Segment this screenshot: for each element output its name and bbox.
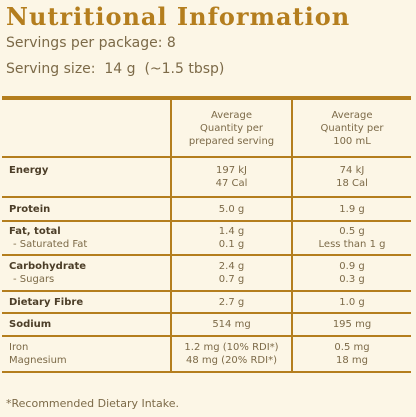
servings-per-package: Servings per package: 8 [6,35,176,51]
cell-value: 48 mg (20% RDI*) [186,355,277,366]
header-line: Average [210,109,253,121]
cell-value: 2.7 g [170,291,293,314]
table-row-energy: Energy 197 kJ 47 Cal 74 kJ 18 Cal [2,157,411,198]
header-line: 100 mL [333,135,371,147]
header-line: prepared serving [188,135,275,147]
table-header-row: Average Quantity per prepared serving Av… [2,96,411,158]
cell-value: 1.9 g [292,197,411,222]
cell-value: 197 kJ [215,165,247,176]
table-row-carbohydrate: Carbohydrate - Sugars 2.4 g 0.7 g 0.9 g … [2,255,411,292]
cell-value: 0.5 mg [334,342,370,353]
row-label: Sodium [2,313,171,337]
cell-value: 74 kJ [339,165,365,176]
table-row-sodium: Sodium 514 mg 195 mg [2,313,411,337]
row-label: Protein [2,197,171,222]
serving-size: Serving size: 14 g (~1.5 tbsp) [6,61,225,77]
table-row-fibre: Dietary Fibre 2.7 g 1.0 g [2,291,411,314]
cell-value: 2.4 g [218,261,245,272]
cell-value: 18 Cal [336,178,368,189]
cell-value: 18 mg [336,355,368,366]
cell-value: 195 mg [292,313,411,337]
row-label: Magnesium [9,355,67,366]
cell-value: Less than 1 g [318,239,386,250]
cell-value: 0.1 g [218,239,245,250]
table-row-protein: Protein 5.0 g 1.9 g [2,197,411,222]
row-label: Iron [9,342,29,353]
row-label: Dietary Fibre [2,291,171,314]
row-sublabel: - Sugars [13,274,55,285]
row-label: Energy [9,165,49,176]
row-sublabel: - Saturated Fat [13,239,88,250]
footnote: *Recommended Dietary Intake. [6,397,179,410]
cell-value: 0.7 g [218,274,245,285]
nutrition-table: Average Quantity per prepared serving Av… [2,96,411,373]
cell-value: 0.3 g [339,274,365,285]
header-line: Average [331,109,373,121]
cell-value: 0.9 g [339,261,365,272]
row-label: Fat, total [9,226,61,237]
cell-value: 1.0 g [292,291,411,314]
cell-value: 1.2 mg (10% RDI*) [184,342,279,353]
cell-value: 514 mg [170,313,293,337]
header-per-serving: Average Quantity per prepared serving [170,96,293,158]
table-row-fat: Fat, total - Saturated Fat 1.4 g 0.1 g 0… [2,221,411,256]
header-line: Quantity per [320,122,384,134]
cell-value: 1.4 g [218,226,245,237]
table-row-minerals: Iron Magnesium 1.2 mg (10% RDI*) 48 mg (… [2,336,411,373]
cell-value: 47 Cal [215,178,248,189]
row-label: Carbohydrate [9,261,87,272]
cell-value: 5.0 g [170,197,293,222]
header-per-100ml: Average Quantity per 100 mL [292,96,411,158]
header-empty-cell [2,96,171,158]
header-line: Quantity per [199,122,263,134]
cell-value: 0.5 g [339,226,365,237]
page-title: Nutritional Information [6,2,351,31]
